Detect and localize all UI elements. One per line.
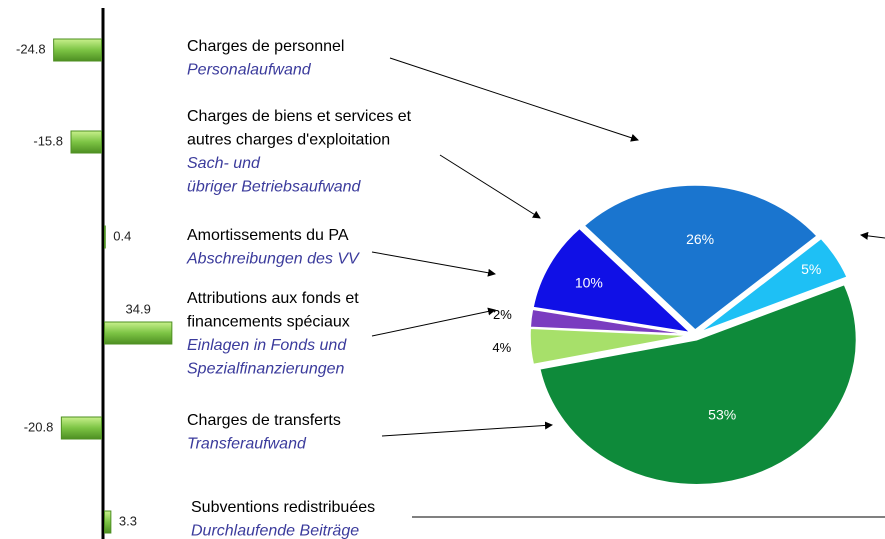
- bar: [70, 130, 102, 154]
- slice-label: 53%: [708, 407, 736, 423]
- category-label: autres charges d'exploitation: [187, 132, 390, 149]
- category-label: financements spéciaux: [187, 314, 350, 331]
- slice-label: 4%: [492, 340, 511, 355]
- slice-label: 10%: [575, 274, 603, 290]
- slice-label: 2%: [493, 307, 512, 322]
- pie-slice: [529, 308, 691, 336]
- bar: [104, 225, 106, 249]
- bar: [60, 416, 102, 440]
- slice-label: 5%: [801, 261, 821, 277]
- category-label-de: Sach- und: [187, 155, 261, 172]
- category-label-de: Einlagen in Fonds und: [187, 337, 347, 354]
- category-label-de: Spezialfinanzierungen: [187, 361, 345, 378]
- value-label: 34.9: [126, 301, 151, 316]
- slice-label: 26%: [686, 231, 714, 247]
- value-label: -20.8: [24, 419, 54, 434]
- category-label-de: Abschreibungen des VV: [186, 251, 360, 268]
- category-label-de: Durchlaufende Beiträge: [191, 523, 359, 539]
- value-label: -15.8: [33, 133, 63, 148]
- category-label-de: Transferaufwand: [187, 436, 307, 453]
- pie-slice: [529, 327, 691, 366]
- category-label: Charges de biens et services et: [187, 108, 412, 125]
- arrow: [389, 57, 639, 142]
- category-label: Charges de personnel: [187, 38, 344, 55]
- value-label: 0.4: [113, 228, 131, 243]
- arrow: [439, 154, 541, 219]
- arrow: [860, 231, 885, 240]
- bar: [104, 321, 173, 345]
- bar: [104, 510, 112, 534]
- category-label: Amortissements du PA: [187, 227, 349, 244]
- pie-slice: [582, 184, 819, 331]
- bar: [53, 38, 102, 62]
- category-label: Subventions redistribuées: [191, 499, 375, 516]
- category-label-de: Personalaufwand: [187, 62, 312, 79]
- arrow: [381, 421, 553, 437]
- pie-slice: [538, 283, 858, 486]
- category-label-de: übriger Betriebsaufwand: [187, 179, 362, 196]
- value-label: 3.3: [119, 513, 137, 528]
- category-label: Attributions aux fonds et: [187, 290, 359, 307]
- arrow: [371, 251, 496, 277]
- value-label: -24.8: [16, 41, 46, 56]
- pie-slice: [698, 237, 849, 334]
- arrows: [371, 57, 885, 518]
- category-label: Charges de transferts: [187, 412, 341, 429]
- arrow: [371, 307, 496, 337]
- pie-slice: [532, 227, 693, 334]
